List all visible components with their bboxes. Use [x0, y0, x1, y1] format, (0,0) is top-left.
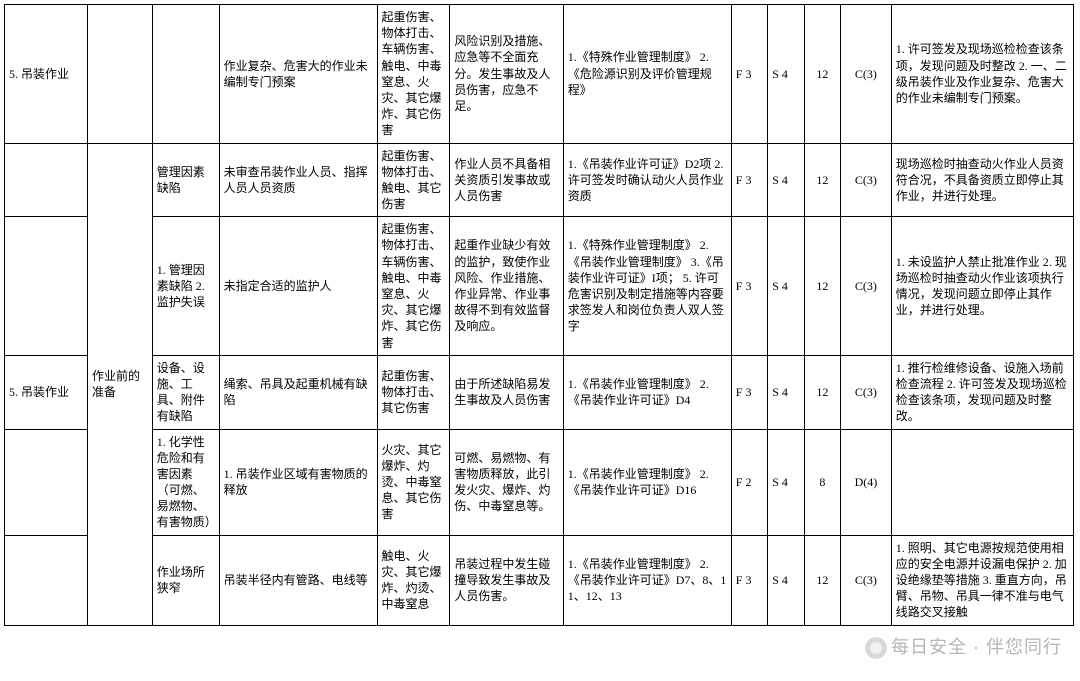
- empty-cell: [5, 143, 88, 217]
- phase-label: 作业前的准备: [88, 143, 153, 625]
- cell-factor: 作业场所狭窄: [152, 535, 219, 625]
- watermark: 每日安全 · 伴您同行: [865, 633, 1062, 659]
- cell-consequence: 吊装过程中发生碰撞导致发生事故及人员伤害。: [450, 535, 563, 625]
- table-row: 5. 吊装作业 作业复杂、危害大的作业未编制专门预案 起重伤害、物体打击、车辆伤…: [5, 5, 1074, 144]
- cell-level: C(3): [841, 355, 892, 429]
- cell-content: 吊装半径内有管路、电线等: [219, 535, 377, 625]
- cell-F: F 2: [731, 429, 767, 535]
- cell-R: 8: [804, 429, 840, 535]
- cell-hazard: 起重伤害、物体打击、车辆伤害、触电、中毒窒息、火灾、其它爆炸、其它伤害: [377, 5, 450, 144]
- cell-S: S 4: [768, 355, 804, 429]
- cell-F: F 3: [731, 355, 767, 429]
- empty-cell: [5, 535, 88, 625]
- table-row: 作业场所狭窄 吊装半径内有管路、电线等 触电、火灾、其它爆炸、灼烫、中毒窒息 吊…: [5, 535, 1074, 625]
- cell-factor: 设备、设施、工具、附件有缺陷: [152, 355, 219, 429]
- empty-cell: [5, 217, 88, 356]
- cell-content: 未审查吊装作业人员、指挥人员人员资质: [219, 143, 377, 217]
- cell-level: C(3): [841, 5, 892, 144]
- empty-cell: [88, 5, 153, 144]
- cell-R: 12: [804, 143, 840, 217]
- cell-F: F 3: [731, 5, 767, 144]
- cell-basis: 1.《特殊作业管理制度》 2.《吊装作业管理制度》 3.《吊装作业许可证》I项；…: [563, 217, 731, 356]
- cell-S: S 4: [768, 217, 804, 356]
- cell-factor: 管理因素缺陷: [152, 143, 219, 217]
- cell-consequence: 作业人员不具备相关资质引发事故或人员伤害: [450, 143, 563, 217]
- empty-cell: [5, 429, 88, 535]
- cell-R: 12: [804, 5, 840, 144]
- cell-content: 未指定合适的监护人: [219, 217, 377, 356]
- table-row: 1. 化学性危险和有害因素（可燃、易燃物、有害物质） 1. 吊装作业区域有害物质…: [5, 429, 1074, 535]
- section-label: 5. 吊装作业: [5, 5, 88, 144]
- cell-level: C(3): [841, 217, 892, 356]
- cell-level: C(3): [841, 535, 892, 625]
- cell-measures: 1. 推行检维修设备、设施入场前检查流程 2. 许可签发及现场巡检检查该条项，发…: [891, 355, 1073, 429]
- cell-S: S 4: [768, 143, 804, 217]
- cell-factor: 1. 化学性危险和有害因素（可燃、易燃物、有害物质）: [152, 429, 219, 535]
- cell-hazard: 起重伤害、物体打击、触电、其它伤害: [377, 143, 450, 217]
- cell-F: F 3: [731, 217, 767, 356]
- cell-S: S 4: [768, 429, 804, 535]
- cell-S: S 4: [768, 535, 804, 625]
- table-row: 作业前的准备 管理因素缺陷 未审查吊装作业人员、指挥人员人员资质 起重伤害、物体…: [5, 143, 1074, 217]
- cell-measures: 现场巡检时抽查动火作业人员资符合况，不具备资质立即停止其作业，并进行处理。: [891, 143, 1073, 217]
- cell-content: 作业复杂、危害大的作业未编制专门预案: [219, 5, 377, 144]
- cell-consequence: 由于所述缺陷易发生事故及人员伤害: [450, 355, 563, 429]
- cell-F: F 3: [731, 143, 767, 217]
- cell-basis: 1.《吊装作业管理制度》 2.《吊装作业许可证》D7、8、11、12、13: [563, 535, 731, 625]
- cell-basis: 1.《吊装作业管理制度》 2.《吊装作业许可证》D16: [563, 429, 731, 535]
- cell-consequence: 可燃、易燃物、有害物质释放，此引发火灾、爆炸、灼伤、中毒窒息等。: [450, 429, 563, 535]
- cell-measures: 1. 许可签发及现场巡检检查该条项，发现问题及时整改 2. 一、二级吊装作业及作…: [891, 5, 1073, 144]
- table-wrap: 5. 吊装作业 作业复杂、危害大的作业未编制专门预案 起重伤害、物体打击、车辆伤…: [0, 4, 1080, 626]
- cell-consequence: 起重作业缺少有效的监护，致使作业风险、作业措施、作业异常、作业事故得不到有效监督…: [450, 217, 563, 356]
- cell-hazard: 起重伤害、物体打击、车辆伤害、触电、中毒窒息、火灾、其它爆炸、其它伤害: [377, 217, 450, 356]
- cell-R: 12: [804, 217, 840, 356]
- cell-content: 1. 吊装作业区域有害物质的释放: [219, 429, 377, 535]
- cell-hazard: 火灾、其它爆炸、灼烫、中毒窒息、其它伤害: [377, 429, 450, 535]
- cell-basis: 1.《吊装作业管理制度》 2.《吊装作业许可证》D4: [563, 355, 731, 429]
- cell-R: 12: [804, 355, 840, 429]
- cell-hazard: 触电、火灾、其它爆炸、灼烫、中毒窒息: [377, 535, 450, 625]
- cell-measures: 1. 照明、其它电源按规范使用相应的安全电源并设漏电保护 2. 加设绝缘垫等措施…: [891, 535, 1073, 625]
- cell-basis: 1.《特殊作业管理制度》 2.《危险源识别及评价管理规程》: [563, 5, 731, 144]
- cell-consequence: 风险识别及措施、应急等不全面充分。发生事故及人员伤害，应急不足。: [450, 5, 563, 144]
- cell-hazard: 起重伤害、物体打击、其它伤害: [377, 355, 450, 429]
- cell-R: 12: [804, 535, 840, 625]
- risk-table: 5. 吊装作业 作业复杂、危害大的作业未编制专门预案 起重伤害、物体打击、车辆伤…: [4, 4, 1074, 626]
- cell-content: 绳索、吊具及起重机械有缺陷: [219, 355, 377, 429]
- cell-F: F 3: [731, 535, 767, 625]
- cell-level: D(4): [841, 429, 892, 535]
- table-row: 5. 吊装作业 设备、设施、工具、附件有缺陷 绳索、吊具及起重机械有缺陷 起重伤…: [5, 355, 1074, 429]
- cell-factor: 1. 管理因素缺陷 2. 监护失误: [152, 217, 219, 356]
- cell-basis: 1.《吊装作业许可证》D2项 2. 许可签发时确认动火人员作业资质: [563, 143, 731, 217]
- section-label: 5. 吊装作业: [5, 355, 88, 429]
- cell-S: S 4: [768, 5, 804, 144]
- cell-measures: [891, 429, 1073, 535]
- table-row: 1. 管理因素缺陷 2. 监护失误 未指定合适的监护人 起重伤害、物体打击、车辆…: [5, 217, 1074, 356]
- empty-cell: [152, 5, 219, 144]
- cell-level: C(3): [841, 143, 892, 217]
- cell-measures: 1. 未设监护人禁止批准作业 2. 现场巡检时抽查动火作业该项执行情况，发现问题…: [891, 217, 1073, 356]
